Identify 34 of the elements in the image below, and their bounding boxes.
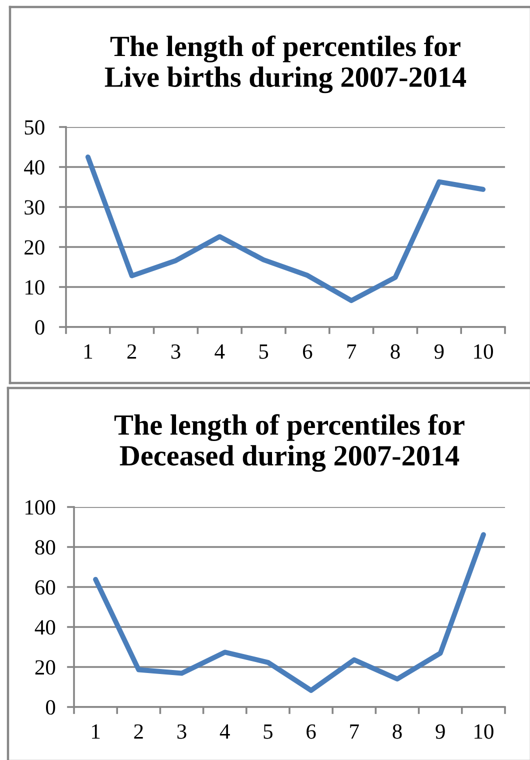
y-tick-label: 40 <box>34 620 56 635</box>
y-tick-label: 30 <box>24 200 44 215</box>
y-tick-label: 10 <box>26 280 44 295</box>
x-tick-label: 1 <box>84 344 92 359</box>
y-tick-label: 50 <box>24 120 44 135</box>
x-tick-label: 1 <box>92 724 100 739</box>
y-tick-label: 80 <box>35 540 56 555</box>
x-tick-label: 3 <box>177 724 186 739</box>
x-tick-label: 4 <box>214 344 225 359</box>
y-tick-label: 0 <box>35 320 44 335</box>
chart-title: The length of percentiles for Live births during 2007-2014 <box>104 35 466 94</box>
x-tick-label: 6 <box>306 724 316 739</box>
x-tick-label: 8 <box>390 344 400 359</box>
x-tick-label: 4 <box>220 724 230 739</box>
y-tick-label: 0 <box>46 700 56 715</box>
x-tick-label: 8 <box>392 724 402 739</box>
x-tick-label: 3 <box>171 344 180 359</box>
x-tick-label: 9 <box>434 344 444 359</box>
x-tick-label: 5 <box>264 724 272 739</box>
x-tick-label: 10 <box>474 344 493 359</box>
x-tick-label: 5 <box>259 344 268 359</box>
x-tick-label: 2 <box>134 724 143 739</box>
x-tick-label: 6 <box>302 344 312 359</box>
x-tick-label: 9 <box>436 724 445 739</box>
y-tick-label: 40 <box>24 160 44 175</box>
y-tick-label: 20 <box>35 660 56 675</box>
y-tick-label: 100 <box>26 500 56 515</box>
chart-title: The length of percentiles for Deceased during 2007-2014 <box>114 414 464 472</box>
x-tick-label: 7 <box>350 724 359 739</box>
x-tick-label: 7 <box>347 344 356 359</box>
x-tick-label: 2 <box>127 344 136 359</box>
y-tick-label: 60 <box>35 580 56 595</box>
x-tick-label: 10 <box>474 724 494 739</box>
y-tick-label: 20 <box>24 240 44 255</box>
